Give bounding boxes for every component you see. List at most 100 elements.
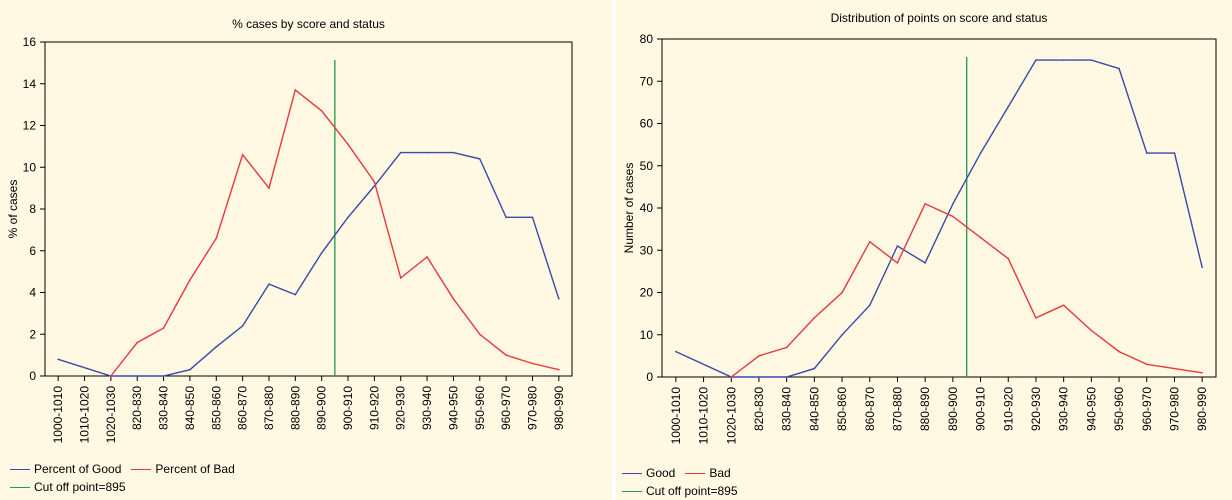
- x-tick-label: 980-990: [1195, 387, 1209, 431]
- x-tick-label: 880-890: [918, 387, 932, 431]
- data-point-good: [813, 367, 816, 370]
- data-point-good: [189, 368, 191, 371]
- data-point-bad: [426, 256, 428, 258]
- data-point-bad: [268, 187, 270, 189]
- x-tick-label: 1020-1030: [104, 386, 118, 444]
- x-tick-label: 960-970: [499, 386, 513, 430]
- y-tick-label: 2: [29, 327, 36, 341]
- data-point-bad: [531, 362, 534, 365]
- data-point-bad: [1035, 317, 1037, 319]
- y-tick-label: 50: [640, 159, 654, 173]
- y-tick-label: 60: [640, 117, 654, 131]
- data-point-bad: [189, 279, 191, 281]
- data-point-good: [162, 375, 165, 377]
- legend-row-series-right: Good Bad: [622, 466, 741, 480]
- data-point-bad: [162, 327, 165, 329]
- percent-chart: % cases by score and status % of cases 0 2 4…: [6, 17, 573, 444]
- data-point-good: [215, 345, 218, 348]
- x-tick-label: 1020-1030: [724, 387, 738, 445]
- data-point-good: [924, 262, 926, 264]
- data-point-bad: [1118, 350, 1120, 353]
- data-point-bad: [924, 202, 926, 205]
- data-point-bad: [347, 143, 349, 146]
- count-chart: Distribution of points on score and stat…: [622, 11, 1217, 445]
- x-tick-label: 880-890: [288, 386, 302, 430]
- y-tick-label: 16: [23, 35, 37, 49]
- data-point-good: [1145, 152, 1148, 154]
- x-tick-label: 930-940: [420, 386, 434, 430]
- data-point-bad: [136, 341, 139, 344]
- x-tick-label: 1000-1010: [51, 386, 65, 444]
- x-tick-label: 840-850: [183, 386, 197, 430]
- data-point-bad: [399, 277, 402, 279]
- x-tick-label: 900-910: [974, 387, 988, 431]
- data-point-bad: [505, 354, 507, 356]
- legend-swatch-bad-right: [685, 472, 706, 474]
- plot-frame: [44, 41, 573, 377]
- chart-title: Distribution of points on score and stat…: [831, 11, 1048, 25]
- data-point-bad: [1007, 257, 1010, 260]
- data-point-good: [241, 325, 244, 327]
- x-tick-label: 860-870: [863, 387, 877, 431]
- y-tick-label: 30: [640, 243, 654, 257]
- data-point-bad: [979, 236, 982, 239]
- data-point-good: [478, 158, 481, 160]
- x-tick-label: 860-870: [236, 386, 250, 430]
- legend-item-bad: Percent of Bad: [131, 462, 235, 476]
- x-tick-label: 870-880: [890, 387, 904, 431]
- legend-label-good-right: Good: [646, 466, 676, 480]
- y-tick-label: 80: [640, 32, 654, 46]
- x-tick-label: 940-950: [1084, 387, 1098, 431]
- series-line-bad: [110, 88, 559, 377]
- data-point-bad: [452, 297, 455, 300]
- data-point-bad: [813, 317, 816, 319]
- data-point-bad: [952, 215, 954, 218]
- data-point-good: [505, 216, 507, 219]
- legend-label-bad-right: Bad: [709, 466, 731, 480]
- x-tick-label: 920-930: [1029, 387, 1043, 431]
- x-tick-label: 980-990: [552, 386, 566, 430]
- x-tick-label: 850-860: [209, 386, 223, 430]
- x-tick-label: 970-980: [1167, 387, 1181, 431]
- x-tick-label: 1010-1020: [78, 386, 92, 444]
- data-point-good: [531, 216, 534, 219]
- data-point-good: [1062, 59, 1065, 61]
- y-tick-label: 40: [640, 201, 654, 215]
- data-point-good: [320, 252, 323, 254]
- data-point-good: [841, 333, 843, 336]
- data-point-bad: [868, 241, 871, 243]
- data-point-bad: [558, 368, 560, 371]
- data-point-good: [347, 216, 349, 219]
- series-line-good: [675, 59, 1203, 378]
- x-tick-label: 900-910: [341, 386, 355, 430]
- data-point-good: [57, 358, 59, 361]
- data-point-good: [868, 304, 871, 306]
- x-tick-label: 830-840: [157, 386, 171, 430]
- x-tick-label: 1000-1010: [669, 387, 683, 445]
- x-tick-label: 830-840: [780, 387, 794, 431]
- y-tick-label: 10: [23, 160, 37, 174]
- x-tick-label: 870-880: [262, 386, 276, 430]
- legend-row-series: Percent of Good Percent of Bad: [10, 462, 245, 476]
- data-point-bad: [896, 262, 899, 264]
- data-point-bad: [730, 376, 733, 378]
- legend-row-cutoff: Cut off point=895: [10, 480, 136, 494]
- legend-label-cutoff-right: Cut off point=895: [646, 484, 738, 498]
- x-tick-label: 840-850: [807, 387, 821, 431]
- legend-row-cutoff-right: Cut off point=895: [622, 484, 748, 498]
- y-tick-label: 0: [646, 370, 653, 384]
- legend-item-good: Percent of Good: [10, 462, 121, 476]
- x-tick-label: 1010-1020: [697, 387, 711, 445]
- x-tick-label: 850-860: [835, 387, 849, 431]
- data-point-good: [1007, 105, 1010, 108]
- x-tick-label: 950-960: [1112, 387, 1126, 431]
- data-point-bad: [758, 355, 760, 357]
- data-point-good: [896, 245, 899, 247]
- data-point-good: [1118, 67, 1120, 70]
- series-line-good: [57, 151, 560, 377]
- y-axis-label: % of cases: [6, 180, 20, 239]
- y-tick-label: 0: [29, 369, 36, 383]
- x-tick-label: 910-920: [367, 386, 381, 430]
- y-tick-label: 70: [640, 74, 654, 88]
- y-tick-label: 20: [640, 286, 654, 300]
